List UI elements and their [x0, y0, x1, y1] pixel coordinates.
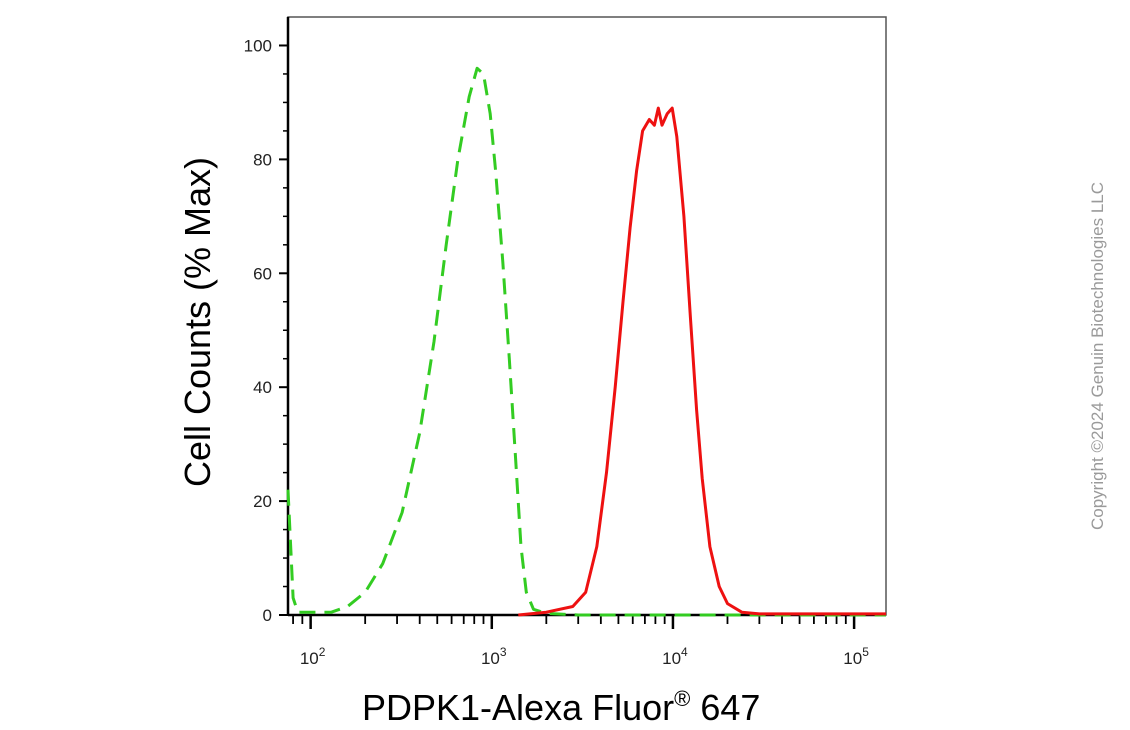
y-tick-label: 80: [253, 150, 272, 169]
x-axis-title-suffix: 647: [690, 687, 760, 728]
y-tick-label: 100: [244, 36, 272, 55]
y-axis-title: Cell Counts (% Max): [177, 157, 218, 487]
plot-frame: [287, 16, 887, 616]
sample-series-line: [518, 106, 886, 617]
y-tick-label: 40: [253, 378, 272, 397]
control-series-line: [286, 66, 886, 617]
y-axis: 0 20 40 60 80 100: [244, 17, 290, 625]
series-layer: [286, 66, 886, 617]
y-tick-label: 20: [253, 492, 272, 511]
x-axis: 102 103 104 105: [288, 613, 886, 668]
x-tick-label: 104: [662, 645, 688, 668]
x-axis-title: PDPK1-Alexa Fluor® 647: [362, 686, 760, 728]
x-tick-label: 102: [300, 645, 326, 668]
y-tick-label: 0: [263, 606, 272, 625]
x-axis-title-main: PDPK1-Alexa Fluor: [362, 687, 674, 728]
x-axis-title-superscript: ®: [674, 686, 690, 711]
y-tick-label: 60: [253, 264, 272, 283]
copyright-notice: Copyright ©2024 Genuin Biotechnologies L…: [1088, 182, 1107, 530]
x-tick-label: 103: [481, 645, 507, 668]
x-tick-label: 105: [843, 645, 869, 668]
